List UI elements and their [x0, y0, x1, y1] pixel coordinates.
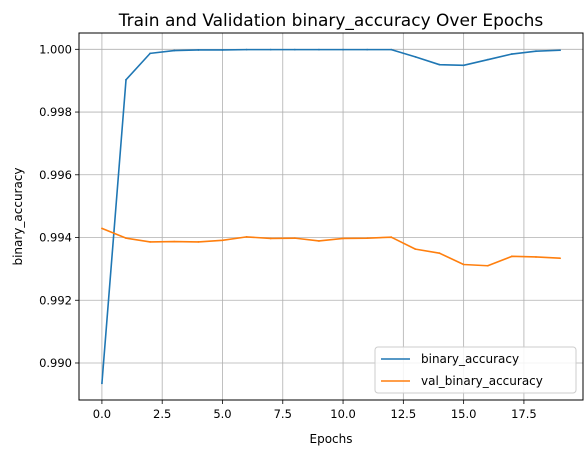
x-tick-label: 2.5 — [153, 407, 171, 421]
x-tick-label: 17.5 — [511, 407, 537, 421]
data-point-binary-accuracy — [269, 48, 272, 51]
plot-frame — [78, 32, 584, 401]
data-point-val-binary-accuracy — [535, 256, 537, 258]
y-axis-label: binary_accuracy — [11, 167, 25, 265]
x-axis-label: Epochs — [310, 432, 353, 446]
y-tick-label: 0.994 — [39, 231, 72, 245]
legend-label: binary_accuracy — [421, 352, 519, 366]
x-tick-label: 15.0 — [451, 407, 477, 421]
data-point-val-binary-accuracy — [318, 240, 320, 242]
data-point-binary-accuracy — [510, 53, 513, 55]
data-point-val-binary-accuracy — [173, 240, 176, 243]
data-point-val-binary-accuracy — [293, 237, 296, 240]
data-point-binary-accuracy — [245, 48, 248, 51]
y-tick-label: 0.990 — [39, 356, 72, 370]
data-point-binary-accuracy — [197, 49, 200, 51]
x-tick-label: 5.0 — [213, 407, 231, 421]
data-point-val-binary-accuracy — [221, 239, 224, 242]
data-point-binary-accuracy — [318, 48, 320, 51]
y-axis-ticks: 0.990 0.992 0.994 0.996 0.998 1.000 — [39, 42, 79, 370]
data-point-binary-accuracy — [173, 49, 176, 52]
data-point-val-binary-accuracy — [438, 252, 441, 255]
data-point-val-binary-accuracy — [486, 264, 489, 267]
y-tick-label: 0.998 — [39, 105, 72, 119]
data-point-binary-accuracy — [221, 49, 224, 51]
data-point-val-binary-accuracy — [414, 248, 417, 251]
data-point-val-binary-accuracy — [390, 236, 393, 239]
data-point-binary-accuracy — [125, 78, 127, 81]
data-point-val-binary-accuracy — [462, 263, 465, 266]
x-tick-label: 12.5 — [391, 407, 417, 421]
data-point-binary-accuracy — [149, 52, 152, 55]
x-tick-label: 10.0 — [330, 407, 356, 421]
legend-box — [374, 346, 577, 394]
x-axis-ticks: 0.0 2.5 5.0 7.5 10.0 12.5 15.0 17.5 — [93, 400, 537, 421]
y-tick-label: 0.996 — [39, 168, 72, 182]
data-point-binary-accuracy — [366, 48, 369, 51]
chart-title: Train and Validation binary_accuracy Ove… — [118, 11, 544, 31]
data-point-binary-accuracy — [414, 55, 417, 58]
data-point-binary-accuracy — [438, 63, 441, 66]
data-point-val-binary-accuracy — [197, 241, 200, 243]
data-point-val-binary-accuracy — [510, 255, 513, 258]
data-point-val-binary-accuracy — [342, 237, 344, 240]
data-point-binary-accuracy — [342, 48, 344, 51]
data-point-val-binary-accuracy — [149, 241, 152, 243]
series-line-val-binary-accuracy — [101, 227, 561, 267]
series-line-binary-accuracy — [101, 48, 561, 384]
data-point-binary-accuracy — [462, 64, 465, 67]
y-tick-label: 1.000 — [39, 42, 72, 56]
data-point-val-binary-accuracy — [125, 237, 127, 240]
y-tick-label: 0.992 — [39, 293, 72, 307]
data-point-val-binary-accuracy — [101, 227, 103, 230]
legend: binary_accuracy val_binary_accuracy — [374, 346, 577, 394]
data-point-val-binary-accuracy — [245, 235, 248, 238]
legend-label: val_binary_accuracy — [421, 374, 543, 388]
series-layer — [101, 48, 561, 385]
data-point-binary-accuracy — [390, 48, 393, 51]
data-point-val-binary-accuracy — [269, 237, 272, 240]
data-point-binary-accuracy — [293, 48, 296, 51]
x-tick-label: 7.5 — [274, 407, 292, 421]
data-point-binary-accuracy — [535, 50, 537, 53]
data-point-val-binary-accuracy — [366, 237, 369, 240]
x-tick-label: 0.0 — [93, 407, 111, 421]
data-point-binary-accuracy — [559, 49, 561, 52]
data-point-val-binary-accuracy — [559, 257, 561, 260]
data-point-binary-accuracy — [101, 382, 103, 385]
data-point-binary-accuracy — [486, 58, 489, 61]
